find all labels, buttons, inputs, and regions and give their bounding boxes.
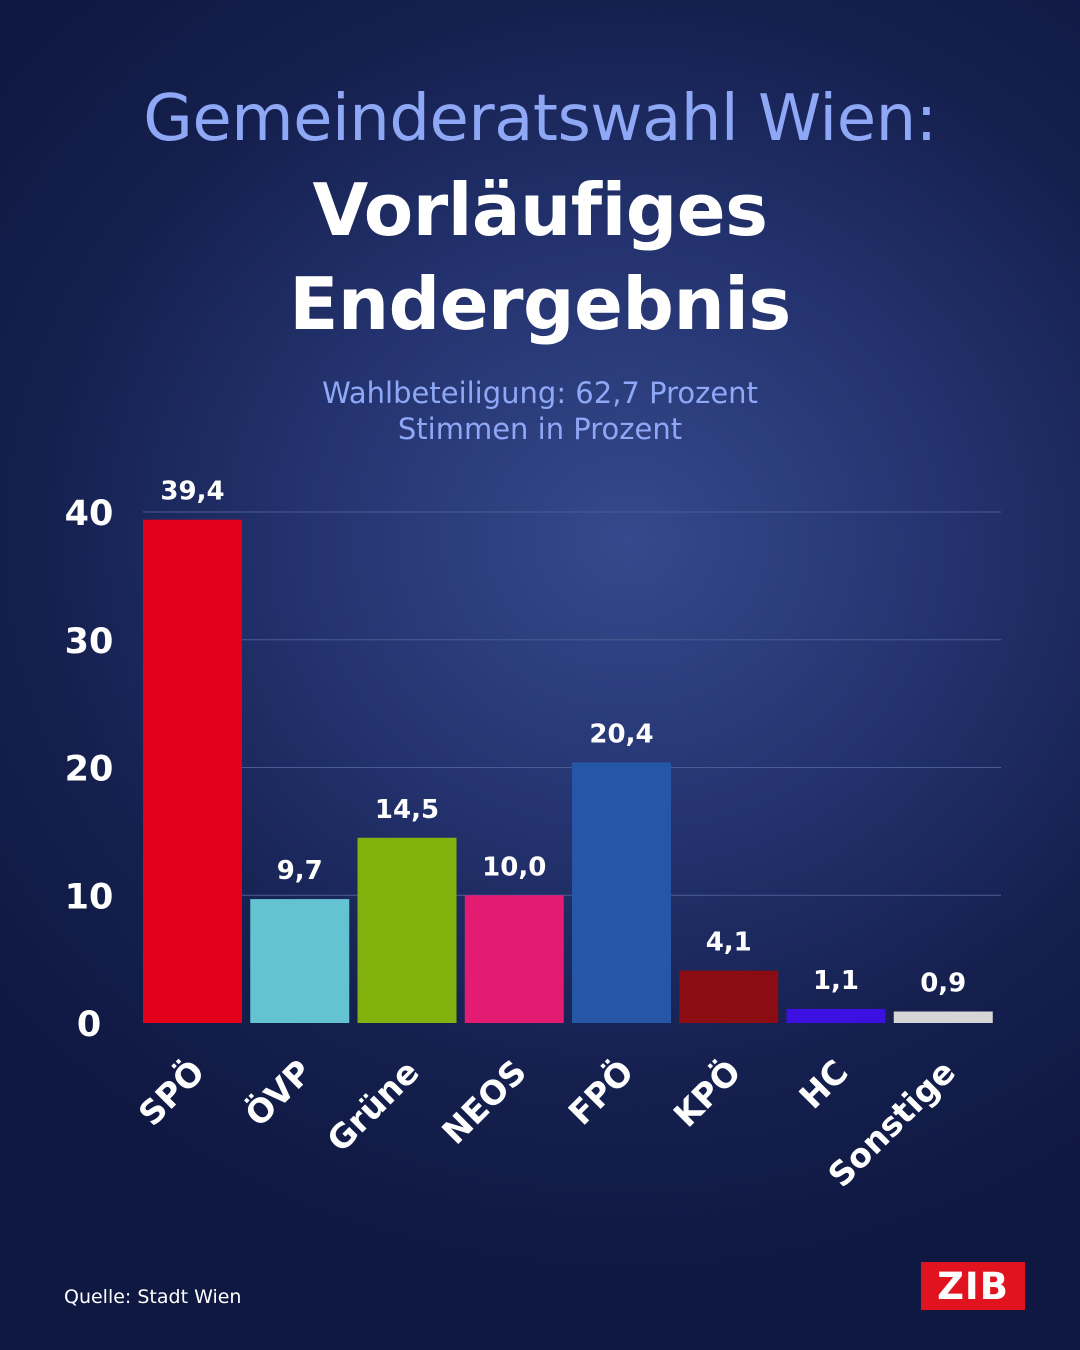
category-label: Grüne [319, 1052, 426, 1159]
category-label: HC [791, 1052, 855, 1116]
category-label: SPÖ [130, 1051, 212, 1133]
y-tick-label: 0 [77, 1005, 101, 1045]
bar [143, 519, 242, 1023]
category-label: NEOS [434, 1052, 534, 1152]
y-tick-label: 20 [65, 750, 114, 790]
y-tick-label: 30 [65, 622, 114, 662]
bar [679, 970, 779, 1023]
title-line-2: Vorläufiges [312, 168, 768, 252]
zib-logo: ZIB [921, 1262, 1025, 1310]
bar [357, 837, 457, 1023]
bar [786, 1008, 886, 1023]
source-note: Quelle: Stadt Wien [64, 1286, 242, 1308]
category-label: KPÖ [665, 1051, 748, 1134]
turnout-subtitle: Wahlbeteiligung: 62,7 Prozent [322, 376, 758, 410]
y-tick-label: 40 [65, 494, 114, 534]
category-label: ÖVP [237, 1051, 320, 1134]
y-tick-label: 10 [65, 877, 114, 917]
value-label: 20,4 [589, 719, 653, 749]
bar [572, 762, 671, 1023]
value-label: 39,4 [160, 477, 224, 507]
value-label: 9,7 [277, 856, 323, 886]
title-line-3: Endergebnis [289, 262, 791, 346]
unit-subtitle: Stimmen in Prozent [397, 412, 683, 446]
title-line-1: Gemeinderatswahl Wien: [143, 82, 937, 156]
bar [893, 1011, 993, 1023]
bar [250, 899, 350, 1023]
value-label: 4,1 [706, 928, 752, 958]
value-label: 10,0 [482, 852, 546, 882]
bar [464, 895, 564, 1023]
value-label: 1,1 [813, 966, 859, 996]
category-label: FPÖ [560, 1051, 641, 1132]
value-label: 14,5 [375, 795, 439, 825]
value-label: 0,9 [920, 969, 966, 999]
